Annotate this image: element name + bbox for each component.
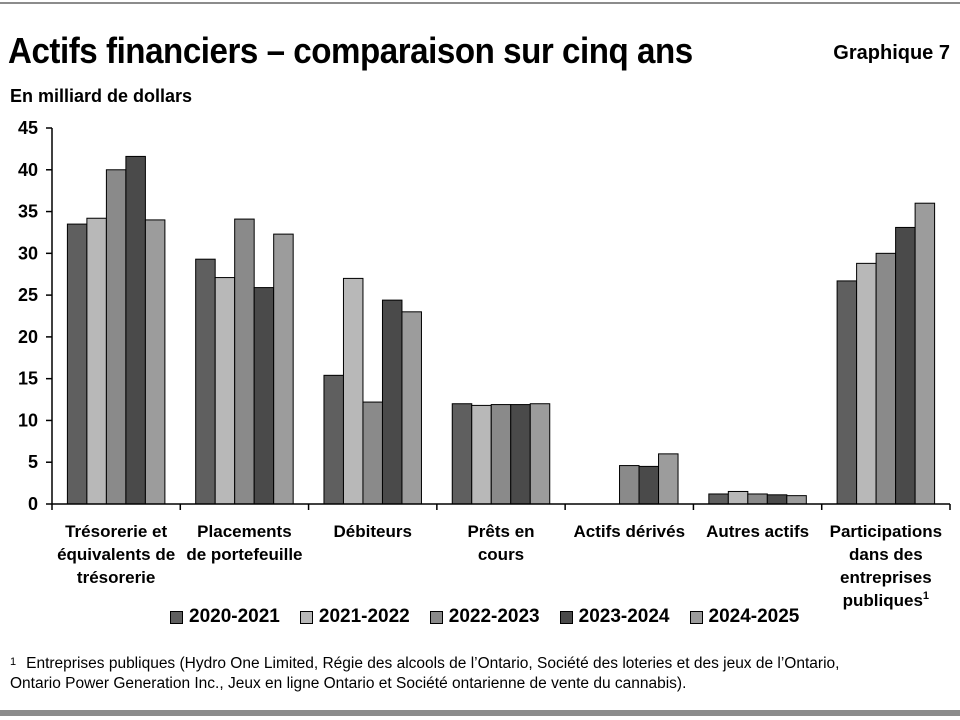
legend-swatch: [559, 610, 573, 624]
bar-2020-2021-1: [66, 223, 88, 505]
footnote: 1 Entreprises publiques (Hydro One Limite…: [10, 654, 955, 694]
bar-2024-2025-3: [401, 311, 422, 505]
bar-2023-2024-6: [766, 494, 788, 505]
legend-label: 2024-2025: [708, 606, 800, 627]
bar-2024-2025-4: [529, 403, 551, 505]
bar-2020-2021-3: [323, 374, 344, 505]
bar-2024-2025-6: [786, 495, 807, 505]
bar-2021-2022-6: [727, 490, 749, 505]
legend-item-2022-2023: 2022-2023: [429, 606, 540, 628]
legend-item-2023-2024: 2023-2024: [559, 606, 670, 628]
bar-2024-2025-2: [273, 233, 294, 505]
bar-2023-2024-4: [510, 404, 531, 505]
footnote-line-1: Entreprises publiques (Hydro One Limited…: [26, 655, 840, 672]
bar-2023-2024-3: [381, 299, 403, 505]
x-category-label: Placements de portefeuille: [186, 522, 302, 564]
bar-2022-2023-7: [875, 252, 897, 505]
legend-item-2021-2022: 2021-2022: [299, 606, 410, 628]
y-tick-label: 10: [18, 410, 38, 430]
bar-2024-2025-7: [914, 202, 936, 505]
y-tick-label: 25: [18, 285, 38, 305]
y-tick-label: 40: [18, 160, 38, 180]
y-tick-label: 15: [18, 369, 38, 389]
legend-swatch: [429, 610, 443, 624]
bar-2022-2023-4: [490, 404, 512, 505]
x-category-label: Débiteurs: [334, 522, 412, 541]
bar-2024-2025-1: [144, 219, 166, 505]
legend-label: 2023-2024: [578, 606, 670, 627]
x-category-label: Trésorerie et équivalents de trésorerie: [57, 522, 175, 587]
bar-2022-2023-1: [105, 169, 127, 505]
legend-label: 2021-2022: [318, 606, 410, 627]
bar-2022-2023-3: [362, 401, 383, 505]
bar-2023-2024-7: [895, 226, 916, 505]
legend-item-2024-2025: 2024-2025: [689, 606, 800, 628]
bar-2021-2022-2: [214, 277, 236, 505]
legend-item-2020-2021: 2020-2021: [170, 606, 280, 628]
bar-2021-2022-4: [471, 404, 492, 505]
x-category-label: Participations dans des entreprises publiqu…: [830, 522, 942, 610]
footnote-mark: 1: [10, 656, 17, 668]
x-category-label: Autres actifs: [706, 522, 809, 541]
bar-2021-2022-1: [86, 217, 107, 505]
bars-group: [66, 155, 936, 505]
bar-2022-2023-6: [747, 493, 768, 505]
bar-2024-2025-5: [658, 453, 679, 505]
legend-label: 2020-2021: [189, 606, 280, 627]
bar-2023-2024-1: [125, 155, 146, 505]
bottom-rule: [0, 710, 960, 716]
legend-swatch: [299, 610, 313, 624]
bar-2023-2024-2: [253, 287, 275, 505]
y-tick-label: 45: [18, 118, 38, 138]
bar-2021-2022-3: [342, 277, 364, 505]
bar-2020-2021-7: [836, 280, 858, 505]
y-axis-unit-label: En milliard de dollars: [10, 86, 193, 106]
legend: 2020-2021 2021-2022 2022-2023 2023-2024 2024…: [170, 606, 799, 628]
legend-swatch: [170, 610, 183, 624]
bar-2020-2021-4: [451, 403, 473, 505]
bar-chart: 0 5 10 15 20 25 30 35 40 45 Trésorerie et équivale…: [18, 118, 951, 610]
top-rule: [0, 2, 960, 4]
footnote-line-2: Ontario Power Generation Inc., Jeux en l…: [10, 675, 687, 692]
y-tick-label: 35: [18, 202, 38, 222]
graph-number-label: Graphique 7: [833, 42, 950, 64]
bar-2022-2023-5: [619, 465, 640, 505]
x-category-label: Actifs dérivés: [574, 522, 686, 541]
y-axis: 0 5 10 15 20 25 30 35 40 45: [18, 118, 53, 514]
bar-2020-2021-6: [708, 493, 729, 505]
x-category-label: Prêts en cours: [467, 522, 534, 564]
y-tick-label: 0: [28, 494, 38, 514]
bar-2022-2023-2: [234, 218, 255, 505]
y-tick-label: 30: [18, 243, 38, 263]
x-axis: Trésorerie et équivalents de trésorerie Pla…: [51, 503, 951, 610]
bar-2020-2021-2: [195, 258, 216, 505]
chart-title: Actifs financiers – comparaison sur cinq…: [8, 30, 693, 71]
legend-label: 2022-2023: [448, 606, 540, 627]
legend-swatch: [689, 610, 703, 624]
y-tick-label: 20: [18, 327, 38, 347]
bar-2023-2024-5: [638, 465, 660, 505]
y-tick-label: 5: [28, 452, 38, 472]
bar-2021-2022-7: [856, 262, 877, 505]
